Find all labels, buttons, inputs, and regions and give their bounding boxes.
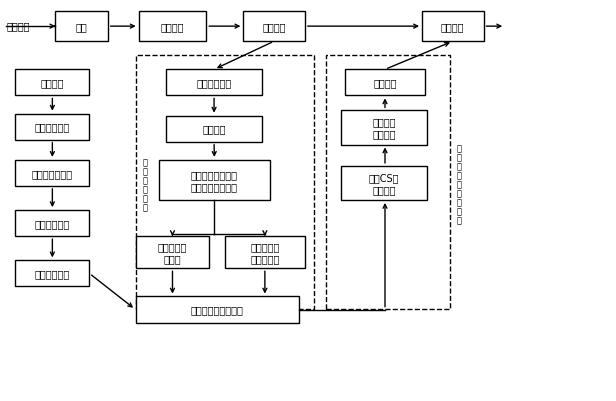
Text: 图像滤波增强: 图像滤波增强: [197, 78, 232, 88]
Text: 基于CS的
计算判别: 基于CS的 计算判别: [368, 173, 399, 194]
Text: 待测零件: 待测零件: [6, 21, 30, 31]
Text: 图
像
处
理
模
块: 图 像 处 理 模 块: [142, 158, 147, 211]
FancyBboxPatch shape: [136, 237, 209, 269]
FancyBboxPatch shape: [55, 12, 108, 42]
Text: 零件分选: 零件分选: [441, 22, 464, 32]
Text: 基于压缩感知与小
波变换的图像拼接: 基于压缩感知与小 波变换的图像拼接: [191, 170, 238, 191]
Text: 图像采集: 图像采集: [262, 22, 286, 32]
FancyBboxPatch shape: [422, 12, 484, 42]
FancyBboxPatch shape: [15, 160, 89, 186]
FancyBboxPatch shape: [166, 70, 262, 96]
FancyBboxPatch shape: [15, 211, 89, 237]
FancyBboxPatch shape: [136, 297, 299, 323]
Text: 计算待测图
像观测矩阵: 计算待测图 像观测矩阵: [250, 242, 280, 263]
Text: 拼接后的图
像采样: 拼接后的图 像采样: [158, 242, 187, 263]
FancyBboxPatch shape: [139, 12, 206, 42]
Text: 样本图像: 样本图像: [41, 78, 64, 88]
FancyBboxPatch shape: [15, 114, 89, 140]
FancyBboxPatch shape: [345, 70, 425, 96]
FancyBboxPatch shape: [341, 111, 427, 145]
FancyBboxPatch shape: [159, 160, 270, 200]
Text: 训练样本图像: 训练样本图像: [34, 219, 70, 229]
Text: 上料: 上料: [76, 22, 87, 32]
Text: 调整采样频率: 调整采样频率: [34, 122, 70, 132]
FancyBboxPatch shape: [166, 116, 262, 142]
FancyBboxPatch shape: [225, 237, 305, 269]
Text: 调整归一化尺寸: 调整归一化尺寸: [32, 168, 73, 178]
Text: 图像配准: 图像配准: [202, 124, 226, 134]
Text: 分选机构: 分选机构: [373, 78, 397, 88]
FancyBboxPatch shape: [341, 166, 427, 200]
Text: 位置调整: 位置调整: [161, 22, 184, 32]
Text: 建立冗余字典: 建立冗余字典: [34, 269, 70, 279]
FancyBboxPatch shape: [243, 12, 305, 42]
Text: 缺
陷
检
测
与
判
别
模
块: 缺 陷 检 测 与 判 别 模 块: [456, 144, 461, 225]
FancyBboxPatch shape: [15, 261, 89, 287]
Text: 待测图像的稀疏表示: 待测图像的稀疏表示: [191, 305, 243, 315]
FancyBboxPatch shape: [15, 70, 89, 96]
Text: 零件缺陷
缺陷类别: 零件缺陷 缺陷类别: [372, 117, 395, 139]
